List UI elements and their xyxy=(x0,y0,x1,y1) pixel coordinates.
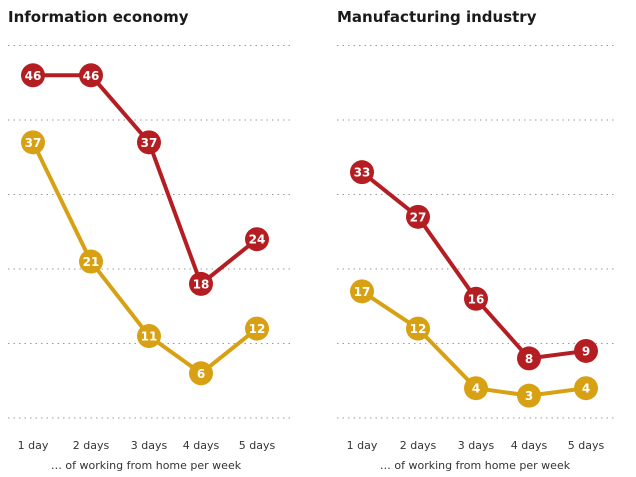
panel-title: Manufacturing industry xyxy=(337,8,537,26)
data-label: 18 xyxy=(193,277,210,291)
x-axis-label: … of working from home per week xyxy=(380,459,571,472)
data-label: 24 xyxy=(249,233,266,247)
data-point xyxy=(406,204,430,229)
x-tick-label: 3 days xyxy=(131,439,168,452)
data-point xyxy=(189,361,213,386)
panel-title: Information economy xyxy=(8,8,189,26)
data-point xyxy=(189,271,213,296)
x-tick-label: 2 days xyxy=(400,439,437,452)
data-label: 37 xyxy=(25,136,42,150)
data-point xyxy=(350,160,374,185)
data-label: 46 xyxy=(83,69,100,83)
data-label: 6 xyxy=(197,367,205,381)
series-line xyxy=(31,73,259,286)
data-label: 11 xyxy=(141,330,158,344)
data-label: 4 xyxy=(472,382,480,396)
data-point xyxy=(517,383,541,408)
data-label: 8 xyxy=(525,352,533,366)
data-label: 37 xyxy=(141,136,158,150)
x-tick-label: 2 days xyxy=(73,439,110,452)
x-tick-label: 4 days xyxy=(183,439,220,452)
data-point xyxy=(245,227,269,252)
x-tick-label: 4 days xyxy=(511,439,548,452)
data-label: 33 xyxy=(354,166,371,180)
x-tick-label: 3 days xyxy=(458,439,495,452)
data-point xyxy=(406,316,430,341)
data-point xyxy=(79,63,103,88)
data-point xyxy=(245,316,269,341)
data-point xyxy=(21,63,45,88)
data-label: 46 xyxy=(25,69,42,83)
x-axis-label: … of working from home per week xyxy=(51,459,242,472)
x-tick-label: 5 days xyxy=(239,439,276,452)
data-point xyxy=(350,279,374,304)
data-label: 27 xyxy=(410,210,427,224)
panel-information-economy: Information economy … of working from ho… xyxy=(8,8,290,472)
data-point xyxy=(574,338,598,363)
data-point xyxy=(464,286,488,311)
data-point xyxy=(464,376,488,401)
data-label: 4 xyxy=(582,382,590,396)
data-label: 16 xyxy=(468,292,485,306)
data-label: 12 xyxy=(249,322,266,336)
series-line xyxy=(360,170,588,361)
x-tick-label: 1 day xyxy=(18,439,49,452)
data-label: 9 xyxy=(582,344,590,358)
data-point xyxy=(574,376,598,401)
data-point xyxy=(137,130,161,155)
data-label: 12 xyxy=(410,322,427,336)
x-tick-label: 1 day xyxy=(347,439,378,452)
data-point xyxy=(137,324,161,349)
data-point xyxy=(21,130,45,155)
x-tick-label: 5 days xyxy=(568,439,605,452)
data-label: 17 xyxy=(354,285,371,299)
panel-manufacturing-industry: Manufacturing industry … of working from… xyxy=(337,8,614,472)
data-label: 3 xyxy=(525,389,533,403)
data-point xyxy=(517,346,541,371)
data-label: 21 xyxy=(83,255,100,269)
data-point xyxy=(79,249,103,274)
